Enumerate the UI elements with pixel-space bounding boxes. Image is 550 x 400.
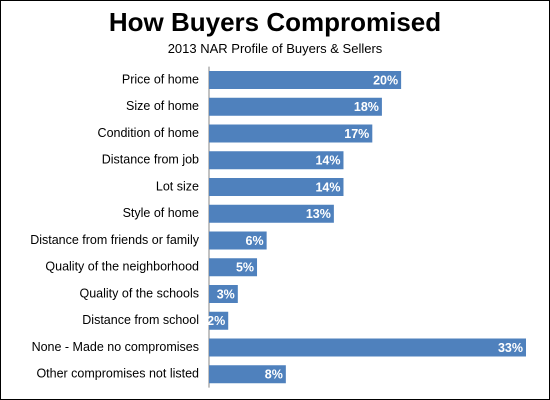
bar-value-label: 17% (344, 127, 369, 141)
category-label: Condition of home (98, 126, 200, 140)
category-label: None - Made no compromises (32, 340, 199, 354)
category-label: Distance from friends or family (30, 233, 200, 247)
bar-value-label: 13% (306, 207, 331, 221)
bar (209, 178, 344, 196)
category-label: Quality of the schools (79, 286, 199, 300)
bar-value-label: 3% (217, 287, 235, 301)
bar-value-label: 20% (373, 73, 398, 87)
bar-value-label: 2% (207, 314, 225, 328)
bar (209, 151, 344, 170)
bar-value-label: 14% (315, 180, 340, 194)
category-label: Distance from school (82, 313, 199, 327)
category-label: Style of home (123, 206, 199, 220)
category-label: Quality of the neighborhood (45, 260, 199, 274)
bar (209, 71, 402, 89)
bar (209, 338, 526, 357)
category-label: Size of home (126, 99, 199, 113)
bar-value-label: 18% (354, 100, 379, 114)
chart-title: How Buyers Compromised (108, 7, 442, 37)
category-label: Distance from job (102, 153, 199, 167)
category-label: Price of home (122, 72, 199, 86)
category-label: Lot size (156, 179, 199, 193)
bar (209, 204, 334, 223)
bar (209, 124, 373, 143)
bar (209, 97, 382, 116)
bar (209, 311, 229, 330)
bar (209, 231, 267, 250)
bar-value-label: 33% (498, 341, 523, 355)
bar-value-label: 14% (315, 154, 340, 168)
chart-subtitle: 2013 NAR Profile of Buyers & Sellers (167, 41, 383, 56)
bar-value-label: 8% (265, 368, 283, 382)
bar (209, 258, 258, 277)
bar (209, 365, 286, 384)
bar-value-label: 5% (236, 261, 254, 275)
bar (209, 285, 238, 303)
category-label: Other compromises not listed (36, 367, 199, 381)
bar-value-label: 6% (246, 234, 264, 248)
